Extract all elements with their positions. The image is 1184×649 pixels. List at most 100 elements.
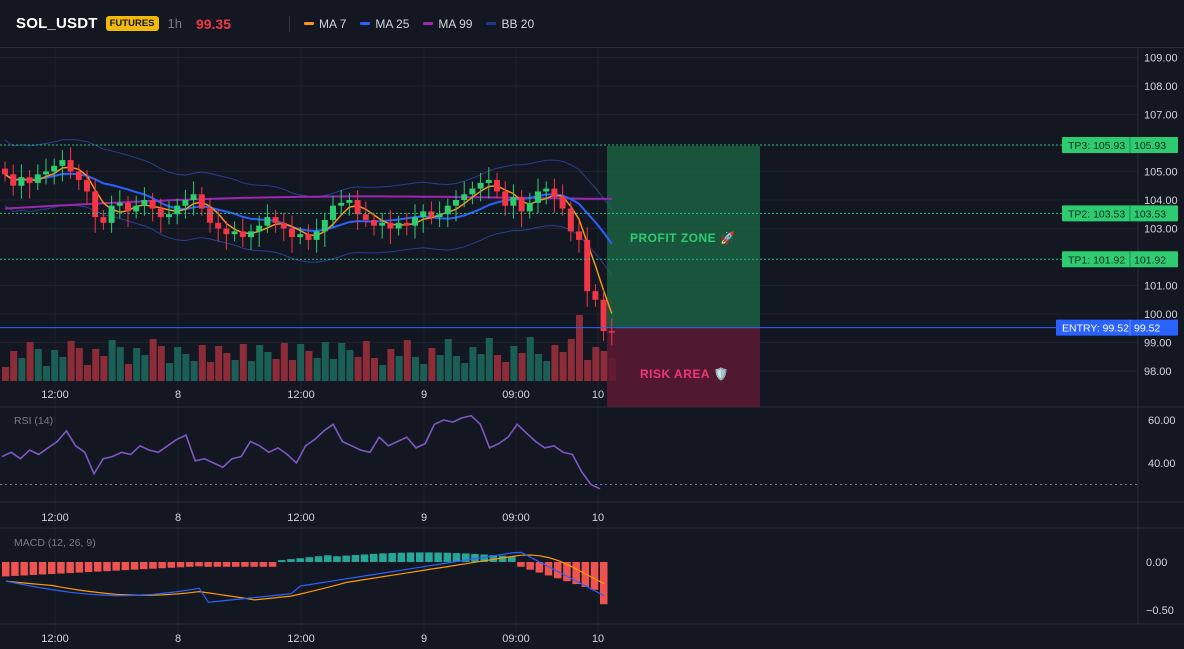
macd-hist-bar [287, 559, 295, 562]
time-tick-label: 12:00 [41, 633, 69, 645]
volume-bar [75, 348, 83, 381]
candle-body [395, 222, 402, 229]
time-tick-label: 12:00 [41, 389, 69, 401]
volume-bar [567, 339, 575, 381]
volume-bar [518, 353, 526, 381]
price-tick-label: 105.00 [1144, 167, 1178, 179]
candle-body [379, 222, 386, 226]
macd-tick-label: 0.00 [1146, 557, 1167, 569]
bb-lower [4, 204, 613, 276]
time-tick-label: 12:00 [41, 512, 69, 524]
macd-hist-bar [563, 562, 571, 582]
entry-label: ENTRY: 99.52 [1062, 323, 1129, 335]
candle-body [543, 188, 550, 192]
candle-body [149, 200, 156, 209]
volume-bar [18, 358, 26, 381]
candle-body [321, 219, 328, 232]
volume-bar [34, 349, 42, 381]
candle-body [600, 299, 607, 332]
rsi-pane[interactable]: RSI (14) 60.00 40.00 [0, 414, 1176, 490]
volume-bar [133, 348, 141, 381]
volume-bar [371, 358, 378, 381]
macd-hist-bar [66, 562, 74, 574]
candlesticks[interactable] [2, 147, 615, 346]
macd-hist-bar [130, 562, 139, 570]
symbol-name[interactable]: SOL_USDT [16, 15, 98, 32]
volume-bar [461, 363, 469, 381]
time-tick-label: 8 [175, 633, 181, 645]
timeframe-selector[interactable]: 1h [167, 16, 182, 31]
candle-body [166, 214, 172, 218]
macd-hist-bar [112, 562, 120, 571]
volume-bar [231, 360, 239, 381]
macd-hist-bar [250, 562, 258, 567]
volume-bar [600, 351, 608, 381]
volume-bar [354, 357, 362, 381]
candle-body [182, 200, 189, 206]
volume-bar [248, 361, 255, 381]
volume-bar [108, 340, 116, 381]
candle-body [190, 194, 197, 200]
rsi-line [1, 414, 601, 490]
macd-hist-bar [241, 562, 249, 567]
candle-body [371, 219, 377, 226]
volume-bar [264, 352, 272, 381]
legend-ma25[interactable]: MA 25 [360, 17, 409, 31]
macd-hist-bar [48, 562, 56, 574]
volume-bar [510, 346, 518, 381]
axes: 109.00 108.00 107.00 105.00 104.00 103.00 101.… [41, 53, 1177, 646]
volume-bar [59, 357, 67, 381]
time-tick-label: 09:00 [502, 633, 530, 645]
macd-hist-bar [388, 553, 396, 562]
volume-bar [116, 347, 124, 381]
macd-hist-bar [360, 554, 369, 562]
volume-bar [182, 354, 190, 381]
volume-bar [297, 344, 305, 381]
chart-header: SOL_USDT FUTURES 1h 99.35 MA 7 MA 25 MA … [0, 0, 1184, 48]
price-tick-label: 109.00 [1144, 53, 1178, 65]
volume-bar [403, 340, 411, 381]
candle-body [518, 197, 525, 212]
volume-bars [2, 315, 616, 381]
volume-bar [494, 355, 501, 381]
candle-body [141, 200, 148, 206]
last-price: 99.35 [195, 15, 232, 32]
price-tick-label: 107.00 [1144, 110, 1178, 122]
time-tick-label: 10 [592, 633, 604, 645]
time-tick-label: 12:00 [287, 389, 315, 401]
macd-hist-bar [535, 562, 544, 573]
risk-zone [607, 327, 760, 407]
candle-body [346, 200, 353, 203]
volume-bar [166, 363, 173, 381]
candle-body [510, 197, 517, 206]
volume-bar [338, 343, 346, 381]
candle-body [10, 174, 17, 186]
volume-bar [239, 344, 247, 381]
macd-hist-bar [57, 562, 65, 574]
candle-body [289, 228, 295, 238]
volume-bar [543, 361, 551, 381]
candle-body [420, 211, 427, 218]
volume-bar [535, 354, 542, 381]
candle-body [535, 191, 541, 203]
macd-pane[interactable]: MACD (12, 26, 9) 0.00 −0.50 [2, 537, 1174, 617]
volume-bar [502, 362, 510, 381]
time-tick-label: 9 [421, 512, 427, 524]
macd-hist-bar [268, 562, 277, 567]
candle-body [551, 188, 558, 198]
volume-bar [174, 347, 182, 381]
legend-ma7[interactable]: MA 7 [304, 17, 346, 31]
volume-bar [469, 347, 477, 381]
volume-bar [26, 342, 34, 381]
volume-bar [92, 349, 100, 381]
macd-hist-bar [324, 555, 332, 562]
macd-hist-bar [471, 553, 479, 562]
macd-hist-bar [296, 558, 304, 562]
macd-hist-bar [167, 562, 176, 568]
volume-bar [395, 356, 403, 381]
legend-bb20[interactable]: BB 20 [486, 17, 534, 31]
header-divider [289, 15, 291, 32]
legend-ma99[interactable]: MA 99 [423, 17, 472, 31]
price-tick-label: 101.00 [1144, 281, 1178, 293]
